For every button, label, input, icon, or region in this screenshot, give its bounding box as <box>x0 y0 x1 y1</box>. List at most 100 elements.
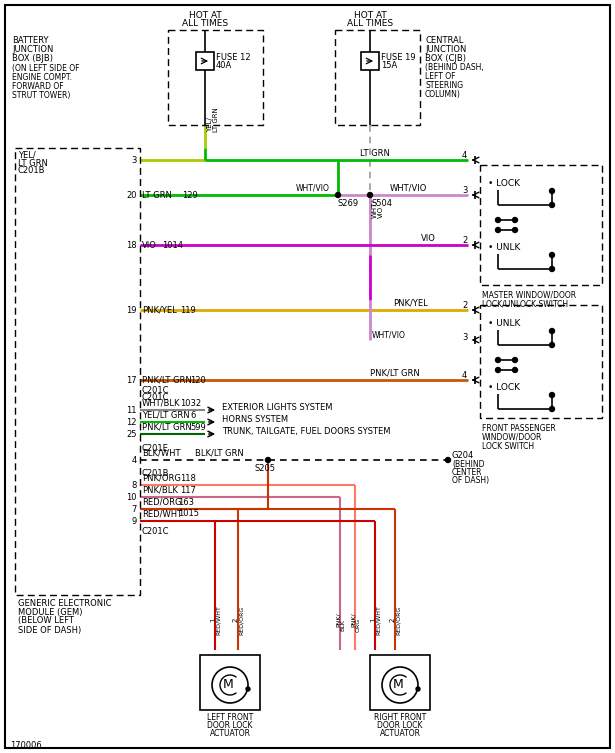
Circle shape <box>246 687 250 691</box>
Circle shape <box>549 392 555 398</box>
Text: BOX (BJB): BOX (BJB) <box>12 53 53 62</box>
Text: WHT/VIO: WHT/VIO <box>296 184 330 193</box>
Text: MODULE (GEM): MODULE (GEM) <box>18 608 82 617</box>
Circle shape <box>512 218 517 222</box>
Text: 2: 2 <box>233 617 239 622</box>
Text: 17: 17 <box>126 376 137 385</box>
Text: LOCK SWITCH: LOCK SWITCH <box>482 441 534 450</box>
Text: ALL TIMES: ALL TIMES <box>347 19 393 28</box>
Text: LT GRN: LT GRN <box>142 191 172 200</box>
Text: (BEHIND: (BEHIND <box>452 459 485 468</box>
Bar <box>15 148 140 595</box>
Circle shape <box>266 458 271 462</box>
Text: LT GRN: LT GRN <box>18 158 48 167</box>
Text: 3: 3 <box>462 333 467 342</box>
Text: YEL/LT GRN: YEL/LT GRN <box>142 410 189 419</box>
Text: 4: 4 <box>132 456 137 465</box>
Circle shape <box>549 328 555 334</box>
Text: 7: 7 <box>132 505 137 514</box>
Text: 40A: 40A <box>216 60 232 69</box>
Text: 599: 599 <box>190 422 206 431</box>
Text: WHT/VIO: WHT/VIO <box>372 331 406 340</box>
Circle shape <box>549 203 555 208</box>
Text: BOX (CJB): BOX (CJB) <box>425 53 466 62</box>
Text: 12: 12 <box>127 417 137 426</box>
Text: S269: S269 <box>338 199 359 208</box>
Text: COLUMN): COLUMN) <box>425 90 461 99</box>
Text: PNK/YEL: PNK/YEL <box>393 298 428 307</box>
Text: YEL/: YEL/ <box>18 151 36 160</box>
Text: LEFT OF: LEFT OF <box>425 72 456 81</box>
Text: 15A: 15A <box>381 60 397 69</box>
Circle shape <box>368 193 373 197</box>
Text: BLK/WHT: BLK/WHT <box>142 449 180 458</box>
Text: • LOCK: • LOCK <box>488 383 520 392</box>
Text: STEERING: STEERING <box>425 81 463 90</box>
Circle shape <box>549 343 555 347</box>
Text: 4: 4 <box>462 370 467 380</box>
Text: HOT AT: HOT AT <box>189 11 221 20</box>
Text: S205: S205 <box>255 464 276 472</box>
Text: S504: S504 <box>372 199 393 208</box>
Text: WHT/: WHT/ <box>372 200 378 218</box>
Text: • UNLK: • UNLK <box>488 242 520 252</box>
Text: DOOR LOCK: DOOR LOCK <box>377 721 423 730</box>
Text: 120: 120 <box>190 376 206 385</box>
Text: 11: 11 <box>127 406 137 414</box>
Text: PNK/ORG: PNK/ORG <box>142 474 181 483</box>
Circle shape <box>549 188 555 194</box>
Circle shape <box>496 367 501 373</box>
Text: 3: 3 <box>462 185 467 194</box>
Text: M: M <box>223 678 233 691</box>
Text: VIO: VIO <box>421 233 436 242</box>
Text: PNK/: PNK/ <box>351 613 355 627</box>
Text: JUNCTION: JUNCTION <box>425 44 466 53</box>
Text: 1032: 1032 <box>180 398 201 407</box>
Text: 2: 2 <box>462 300 467 309</box>
Circle shape <box>496 358 501 362</box>
Text: C201B: C201B <box>142 468 170 477</box>
Text: RED/ORG: RED/ORG <box>142 498 181 507</box>
Text: HORNS SYSTEM: HORNS SYSTEM <box>222 414 288 423</box>
Text: ORG: ORG <box>355 618 360 632</box>
Text: FUSE 19: FUSE 19 <box>381 53 416 62</box>
Text: C201E: C201E <box>142 444 169 453</box>
Text: STRUT TOWER): STRUT TOWER) <box>12 90 70 99</box>
Text: LT GRN: LT GRN <box>213 107 219 132</box>
Text: 2: 2 <box>390 617 396 622</box>
Text: 1: 1 <box>370 617 376 622</box>
Text: LEFT FRONT: LEFT FRONT <box>207 714 253 722</box>
Text: DOOR LOCK: DOOR LOCK <box>207 721 253 730</box>
Text: 6: 6 <box>190 410 196 419</box>
Text: C201C: C201C <box>142 386 170 395</box>
Circle shape <box>336 193 341 197</box>
Text: HOT AT: HOT AT <box>354 11 386 20</box>
Text: C201B: C201B <box>18 166 46 175</box>
Text: RED/ORG: RED/ORG <box>239 605 244 635</box>
Circle shape <box>445 458 451 462</box>
Bar <box>196 52 214 70</box>
Text: ENGINE COMPT.: ENGINE COMPT. <box>12 72 72 81</box>
Bar <box>200 655 260 710</box>
Text: • LOCK: • LOCK <box>488 178 520 187</box>
Text: PNK/BLK: PNK/BLK <box>142 486 178 495</box>
Circle shape <box>496 227 501 233</box>
Text: 20: 20 <box>127 191 137 200</box>
Circle shape <box>512 227 517 233</box>
Text: 170006: 170006 <box>10 740 42 749</box>
Text: YEL/: YEL/ <box>207 117 213 132</box>
Text: 25: 25 <box>127 429 137 438</box>
Text: WINDOW/DOOR: WINDOW/DOOR <box>482 432 542 441</box>
Bar <box>480 165 602 285</box>
Circle shape <box>512 367 517 373</box>
Circle shape <box>512 358 517 362</box>
Text: • UNLK: • UNLK <box>488 319 520 328</box>
Text: TRUNK, TAILGATE, FUEL DOORS SYSTEM: TRUNK, TAILGATE, FUEL DOORS SYSTEM <box>222 426 391 435</box>
Text: (BELOW LEFT: (BELOW LEFT <box>18 617 74 626</box>
Text: CENTRAL: CENTRAL <box>425 35 463 44</box>
Text: 4: 4 <box>462 151 467 160</box>
Text: C201C: C201C <box>142 392 170 401</box>
Text: C201C: C201C <box>142 526 170 535</box>
Text: 118: 118 <box>180 474 196 483</box>
Text: JUNCTION: JUNCTION <box>12 44 54 53</box>
